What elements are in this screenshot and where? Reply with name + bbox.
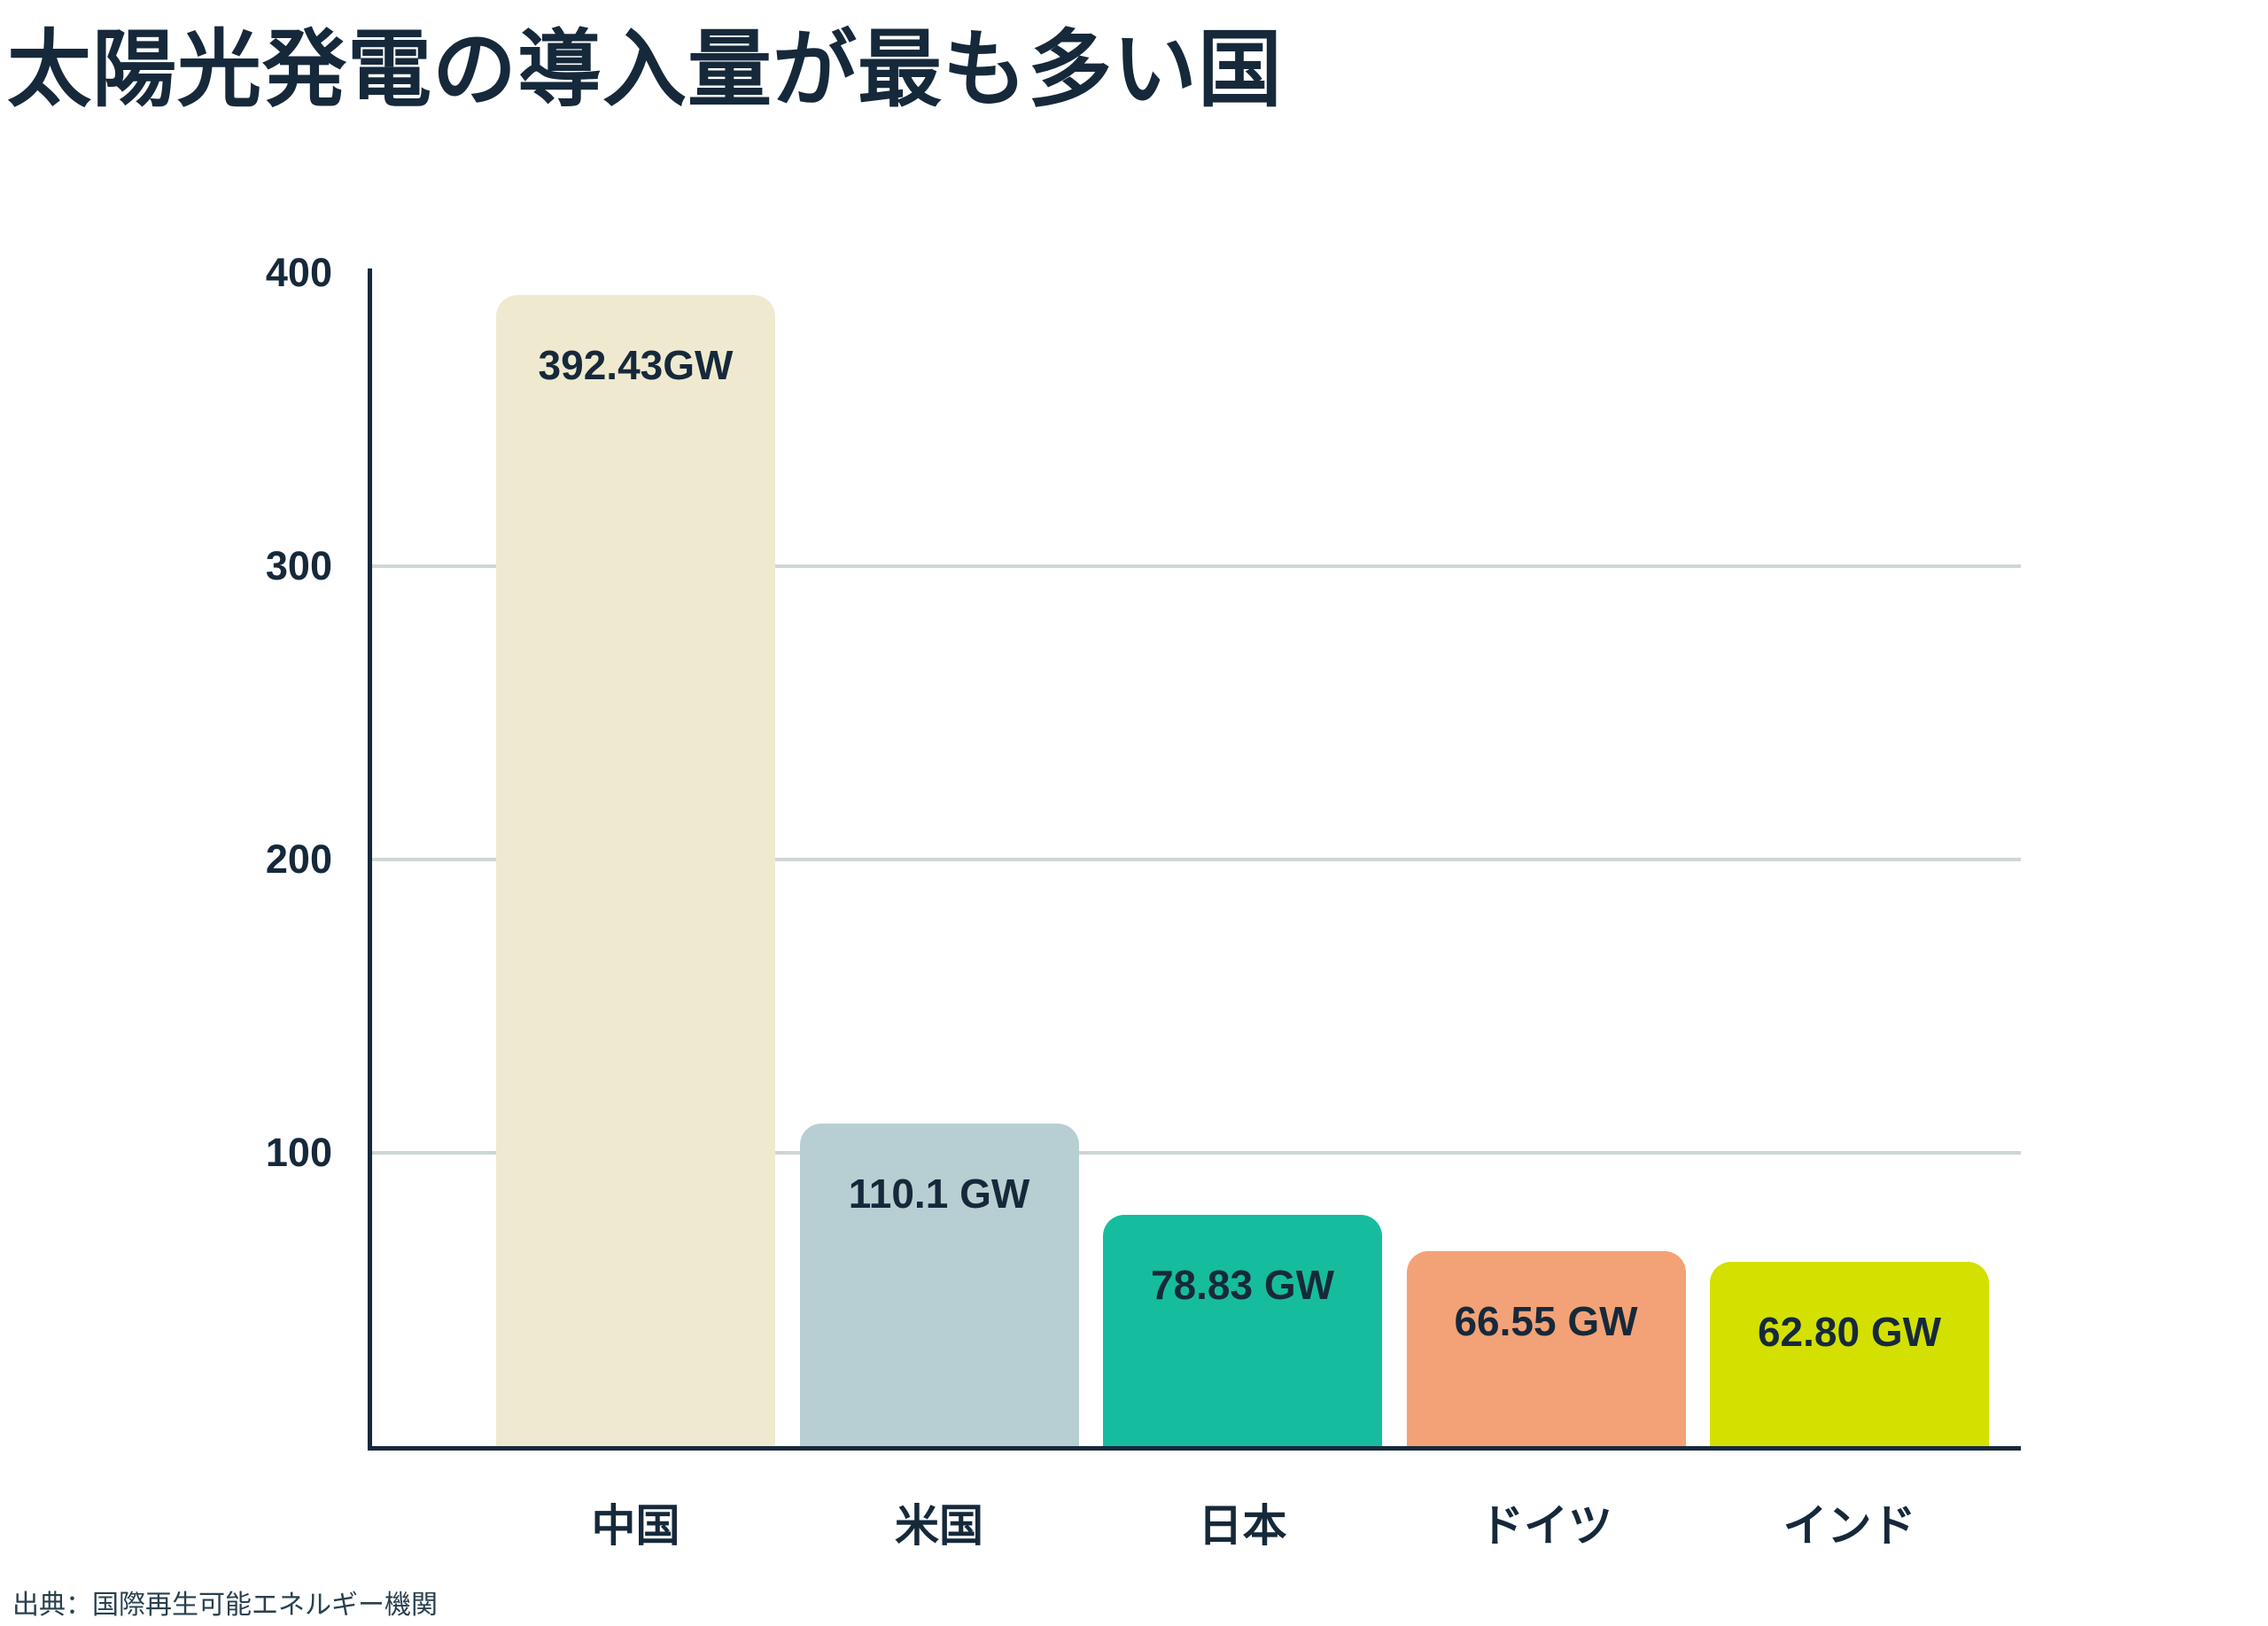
- bar-japan: 78.83 GW: [1103, 1215, 1382, 1446]
- bar-value-label-usa: 110.1 GW: [848, 1170, 1030, 1217]
- gridline-200: [372, 858, 2021, 861]
- y-tick-label-200: 200: [265, 836, 332, 882]
- x-tick-label-usa: 米国: [895, 1501, 983, 1551]
- y-tick-label-100: 100: [265, 1130, 332, 1175]
- bar-india: 62.80 GW: [1710, 1262, 1989, 1446]
- gridline-300: [372, 564, 2021, 568]
- y-tick-label-400: 400: [265, 250, 332, 295]
- chart-title: 太陽光発電の導入量が最も多い国: [7, 23, 1284, 117]
- bar-germany: 66.55 GW: [1406, 1250, 1686, 1446]
- bar-china: 392.43GW: [496, 295, 775, 1446]
- bar-usa: 110.1 GW: [799, 1123, 1079, 1446]
- bar-value-label-india: 62.80 GW: [1757, 1309, 1942, 1356]
- x-tick-label-japan: 日本: [1198, 1501, 1287, 1551]
- bar-value-label-china: 392.43GW: [538, 342, 734, 389]
- y-tick-label-300: 300: [265, 543, 332, 588]
- x-tick-label-china: 中国: [591, 1501, 680, 1551]
- bar-value-label-japan: 78.83 GW: [1150, 1262, 1335, 1309]
- source-note: 出典：国際再生可能エネルギー機関: [12, 1591, 438, 1620]
- x-tick-label-india: インド: [1783, 1501, 1916, 1551]
- gridline-100: [372, 1151, 2021, 1155]
- x-axis-baseline: [368, 1446, 2021, 1451]
- x-tick-label-germany: ドイツ: [1480, 1501, 1612, 1551]
- bar-value-label-germany: 66.55 GW: [1454, 1297, 1638, 1344]
- y-axis-line: [368, 268, 372, 1451]
